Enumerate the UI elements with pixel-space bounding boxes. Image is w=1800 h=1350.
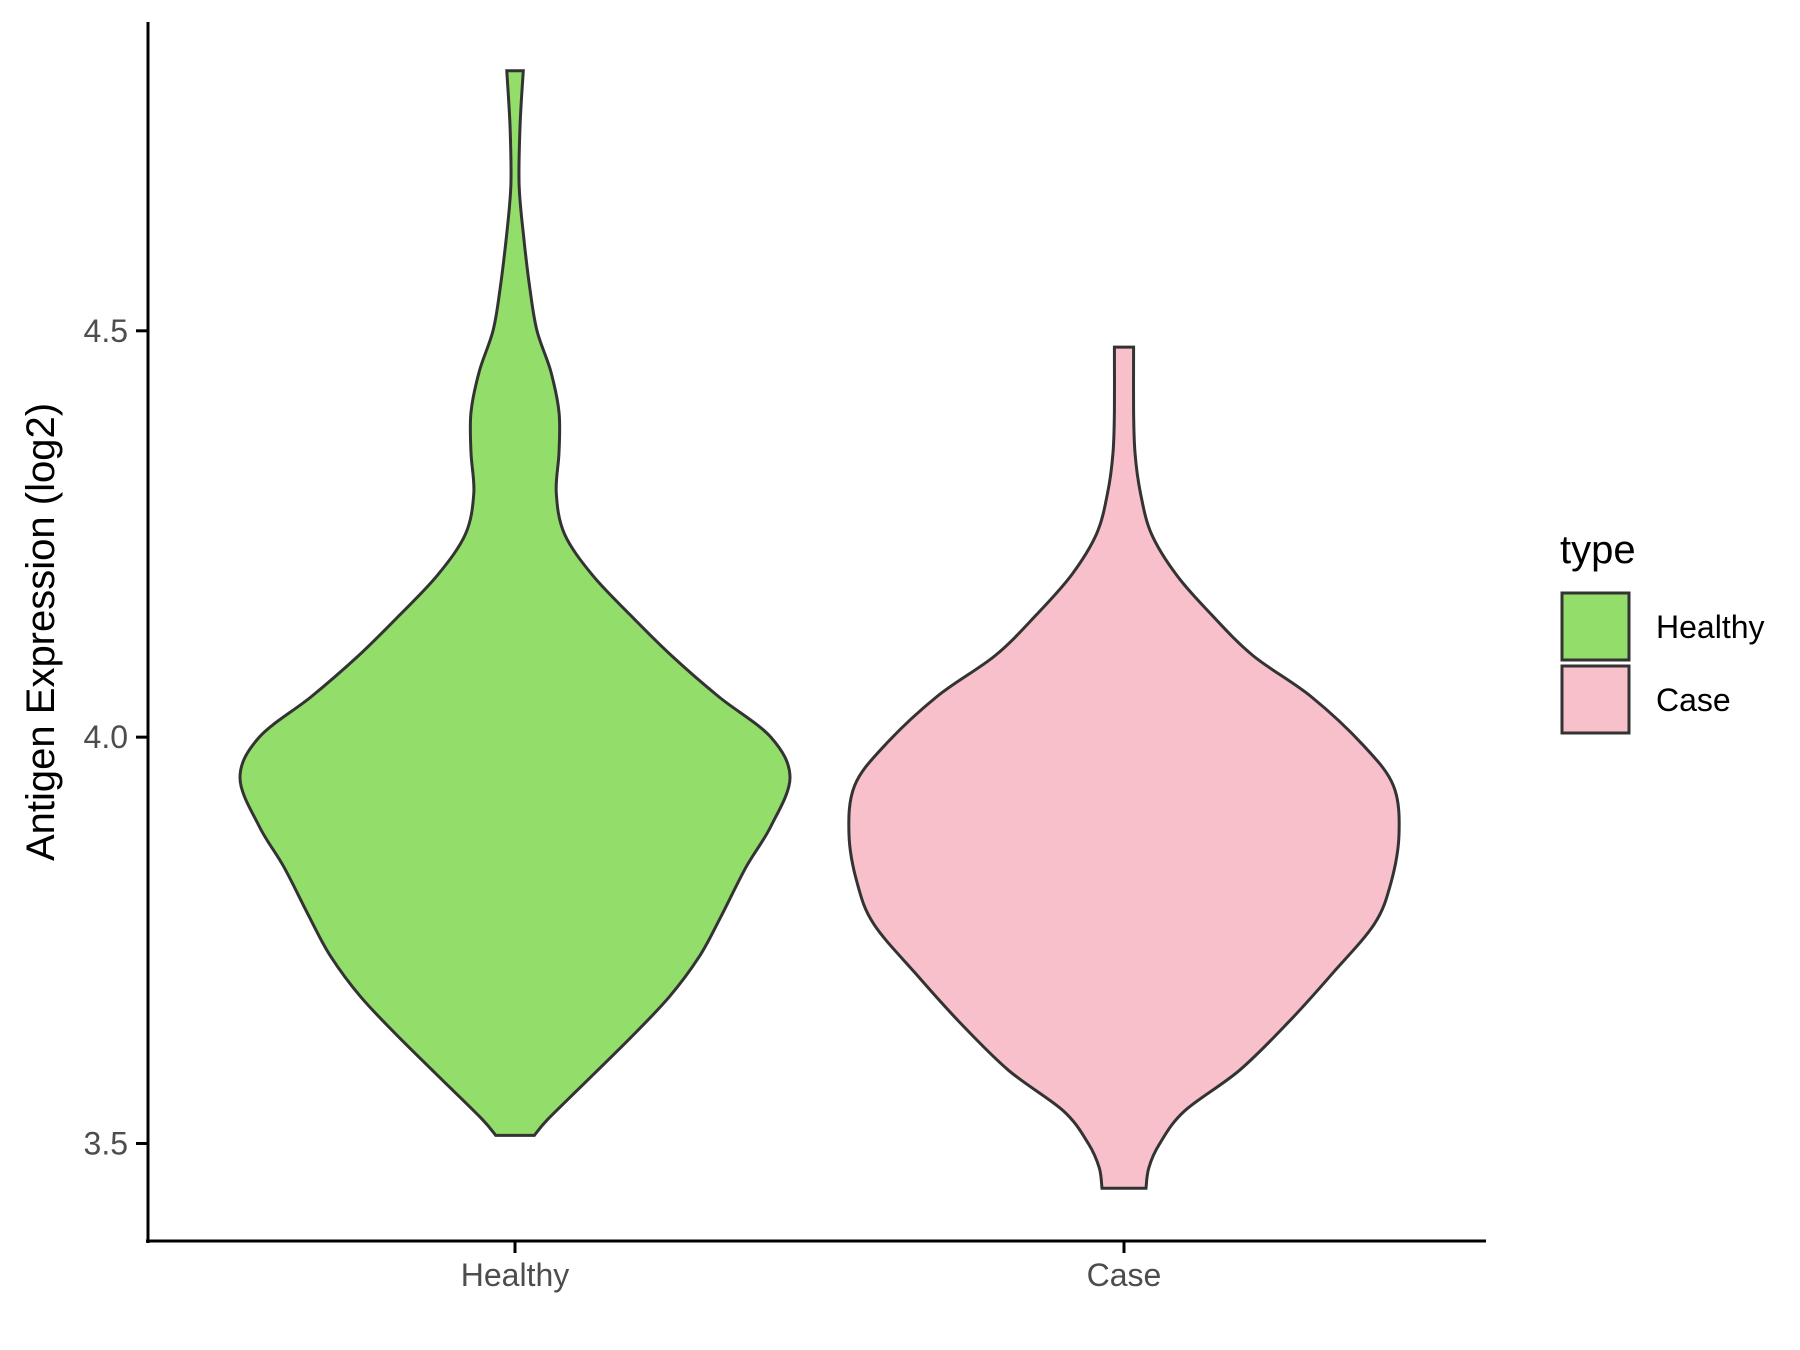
y-axis-title: Antigen Expression (log2) <box>19 403 63 861</box>
legend-label-healthy: Healthy <box>1656 609 1765 645</box>
y-tick-label: 4.5 <box>84 313 128 349</box>
violin-case <box>847 345 1401 1190</box>
x-tick-label: Healthy <box>461 1257 570 1293</box>
legend-entries: Healthy Case <box>1560 591 1765 735</box>
violin-healthy <box>238 69 792 1137</box>
legend-title: type <box>1560 528 1636 572</box>
legend-key-case <box>1560 664 1631 735</box>
x-axis-ticks: Healthy Case <box>461 1241 1162 1293</box>
y-tick-label: 3.5 <box>84 1125 128 1161</box>
legend-label-case: Case <box>1656 682 1731 718</box>
x-tick-label: Case <box>1087 1257 1162 1293</box>
violin-layer <box>238 69 1401 1190</box>
y-tick-label: 4.0 <box>84 719 128 755</box>
legend-key-healthy <box>1560 591 1631 662</box>
y-axis-ticks: 3.5 4.0 4.5 <box>84 313 148 1161</box>
legend: type Healthy Case <box>1560 528 1765 735</box>
